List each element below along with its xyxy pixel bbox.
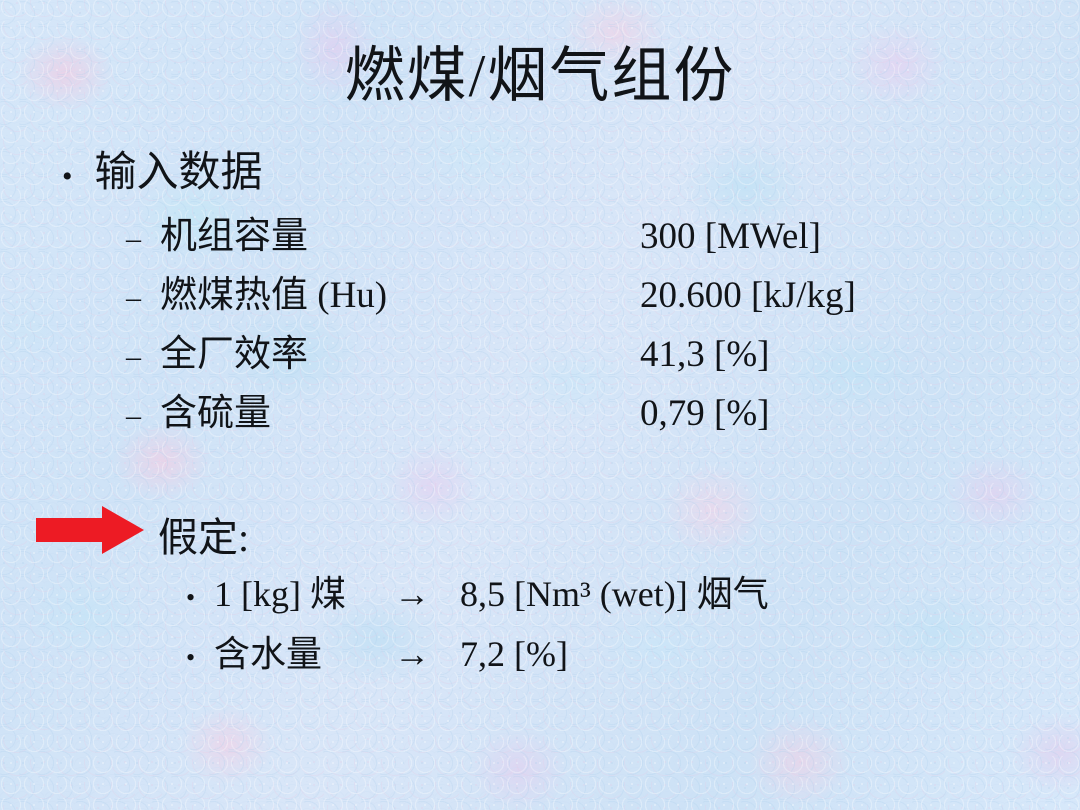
row-label: 机组容量: [160, 216, 308, 257]
row-value: 20.600 [kJ/kg]: [640, 275, 856, 316]
dash-icon: –: [126, 222, 141, 255]
assumption-left: 1 [kg] 煤: [214, 574, 346, 614]
assumption-right: 8,5 [Nm³ (wet)] 烟气: [460, 574, 769, 614]
assumptions-list: • 1 [kg] 煤 → 8,5 [Nm³ (wet)] 烟气 • 含水量 → …: [186, 565, 769, 685]
row-value: 0,79 [%]: [640, 393, 770, 434]
table-row: – 燃煤热值 (Hu) 20.600 [kJ/kg]: [126, 264, 856, 323]
bullet-icon: •: [186, 583, 196, 612]
page-title: 燃煤/烟气组份: [344, 43, 736, 109]
input-data-heading: • 输入数据: [62, 138, 263, 199]
bullet-icon: •: [62, 160, 73, 193]
row-value: 41,3 [%]: [640, 334, 770, 375]
table-row: – 含硫量 0,79 [%]: [126, 382, 856, 441]
red-right-arrow-icon: [36, 505, 144, 555]
dash-icon: –: [126, 399, 141, 432]
assumption-right: 7,2 [%]: [460, 634, 568, 674]
table-row: – 机组容量 300 [MWel]: [126, 205, 856, 264]
dash-icon: –: [126, 340, 141, 373]
list-item: • 1 [kg] 煤 → 8,5 [Nm³ (wet)] 烟气: [186, 565, 769, 625]
table-row: – 全厂效率 41,3 [%]: [126, 323, 856, 382]
right-arrow-icon: →: [394, 634, 430, 674]
input-data-table: – 机组容量 300 [MWel] – 燃煤热值 (Hu) 20.600 [kJ…: [126, 205, 856, 441]
assumption-left: 含水量: [214, 634, 323, 674]
bullet-icon: •: [186, 643, 196, 672]
dash-icon: –: [126, 281, 141, 314]
input-data-heading-label: 输入数据: [94, 150, 263, 196]
list-item: • 含水量 → 7,2 [%]: [186, 625, 769, 685]
row-value: 300 [MWel]: [640, 216, 821, 257]
row-label: 全厂效率: [160, 334, 308, 375]
right-arrow-icon: →: [394, 574, 430, 614]
row-label: 燃煤热值 (Hu): [160, 275, 388, 316]
assumptions-heading: 假定:: [158, 515, 250, 560]
row-label: 含硫量: [160, 393, 271, 434]
